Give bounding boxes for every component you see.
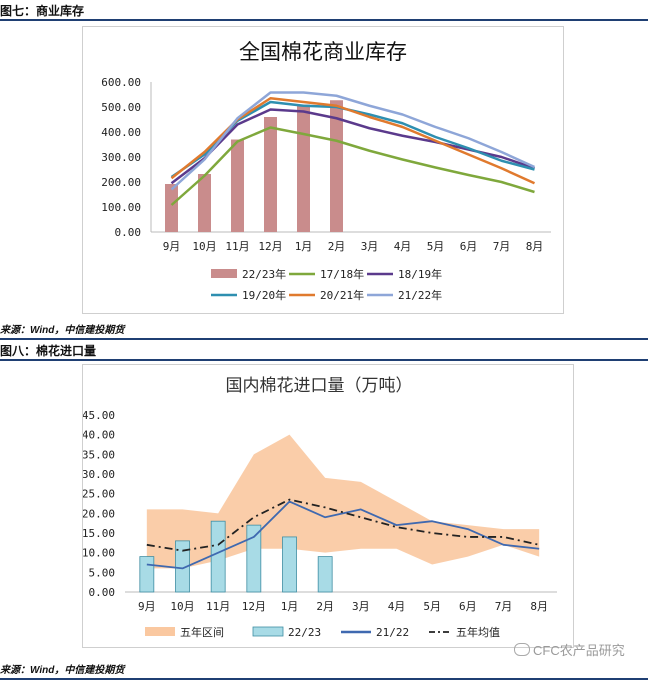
x-tick-label: 1月: [281, 600, 299, 613]
x-tick-label: 9月: [138, 600, 156, 613]
bar-22/23-10月: [175, 540, 190, 593]
bar-22/23年-2月: [330, 100, 343, 232]
legend-label: 18/19年: [398, 267, 442, 281]
y-tick-label: 45.00: [83, 409, 115, 422]
bar-22/23-12月: [246, 524, 262, 593]
bar-22/23-9月: [139, 556, 155, 593]
fig7-header: 图七：商业库存: [0, 2, 648, 21]
bar-22/23年-1月: [297, 104, 310, 232]
line-series-19/20年: [170, 100, 535, 179]
y-tick-label: 30.00: [83, 468, 115, 481]
x-tick-label: 7月: [495, 600, 513, 613]
legend-label: 21/22: [376, 626, 409, 639]
x-tick-label: 6月: [459, 600, 477, 613]
import-chart-panel: 国内棉花进口量（万吨） 0.00 5.00 10.00 15.00 20.00 25.00 3…: [82, 364, 574, 648]
y-tick-label: 20.00: [83, 507, 115, 520]
legend-label: 22/23年: [242, 267, 286, 281]
x-tick-label: 8月: [526, 240, 544, 253]
legend-swatch: [252, 626, 284, 637]
bar-22/23年-11月: [231, 139, 244, 232]
watermark: CFC农产品研究: [514, 640, 625, 659]
x-tick-label: 2月: [316, 600, 334, 613]
bar-22/23年-12月: [264, 117, 277, 232]
chart-title: 国内棉花进口量（万吨）: [226, 376, 413, 396]
legend-label: 22/23: [288, 626, 321, 639]
line-series-21/22: [146, 500, 540, 570]
import-chart: 国内棉花进口量（万吨） 0.00 5.00 10.00 15.00 20.00 25.00 3…: [82, 376, 557, 639]
x-tick-label: 10月: [192, 240, 216, 253]
line-series-17/18年: [170, 126, 535, 206]
line-series-五年均值: [146, 498, 540, 552]
bar-22/23-11月: [210, 520, 226, 593]
x-tick-label: 11月: [206, 600, 230, 613]
x-tick-label: 4月: [394, 240, 412, 253]
legend-swatch: [145, 627, 175, 636]
legend-label: 五年区间: [180, 625, 224, 639]
band-area-five-year-range: [146, 434, 540, 569]
y-tick-label: 40.00: [83, 429, 115, 442]
bar-22/23年-10月: [198, 174, 211, 232]
legend-label: 17/18年: [320, 267, 364, 281]
line-series-20/21年: [170, 97, 536, 185]
x-tick-label: 4月: [388, 600, 406, 613]
x-tick-label: 8月: [530, 600, 548, 613]
watermark-text: CFC农产品研究: [533, 643, 625, 658]
y-tick-label: 10.00: [83, 547, 115, 560]
inventory-chart-panel: 全国棉花商业库存 0.00 100.00 200.00 300.00 400.00 500.…: [82, 26, 564, 314]
bar-22/23-1月: [282, 536, 297, 593]
bar-22/23年-9月: [165, 184, 178, 232]
y-tick-label: 0.00: [115, 226, 142, 239]
legend-label: 19/20年: [242, 288, 286, 302]
x-tick-label: 6月: [460, 240, 478, 253]
x-tick-label: 3月: [352, 600, 370, 613]
y-tick-label: 35.00: [83, 448, 115, 461]
y-tick-label: 15.00: [83, 527, 115, 540]
inventory-chart: 全国棉花商业库存 0.00 100.00 200.00 300.00 400.00 500.…: [101, 40, 551, 302]
legend-label: 20/21年: [320, 288, 364, 302]
y-tick-label: 300.00: [101, 151, 141, 164]
x-tick-label: 5月: [427, 240, 445, 253]
fig7-source: 来源：Wind，中信建投期货: [0, 321, 648, 340]
y-tick-label: 100.00: [101, 201, 141, 214]
y-tick-label: 5.00: [89, 566, 116, 579]
legend-label: 21/22年: [398, 288, 442, 302]
x-tick-label: 3月: [361, 240, 379, 253]
y-tick-label: 400.00: [101, 126, 141, 139]
x-tick-label: 2月: [328, 240, 346, 253]
x-tick-label: 11月: [225, 240, 249, 253]
bar-22/23-2月: [317, 556, 333, 593]
x-tick-label: 12月: [242, 600, 266, 613]
x-tick-label: 9月: [163, 240, 181, 253]
fig8-source: 来源：Wind，中信建投期货: [0, 661, 648, 680]
y-tick-label: 200.00: [101, 176, 141, 189]
line-series-21/22年: [170, 91, 536, 191]
x-tick-label: 1月: [295, 240, 313, 253]
chart-title: 全国棉花商业库存: [239, 40, 407, 64]
y-tick-label: 600.00: [101, 76, 141, 89]
y-tick-label: 500.00: [101, 101, 141, 114]
y-tick-label: 0.00: [89, 586, 116, 599]
fig8-header: 图八：棉花进口量: [0, 342, 648, 361]
y-tick-label: 25.00: [83, 488, 115, 501]
legend-swatch: [211, 269, 237, 278]
x-tick-label: 5月: [423, 600, 441, 613]
x-tick-label: 12月: [258, 240, 282, 253]
wechat-icon: [514, 643, 530, 656]
x-tick-label: 7月: [493, 240, 511, 253]
legend-label: 五年均值: [456, 625, 500, 639]
x-tick-label: 10月: [170, 600, 194, 613]
